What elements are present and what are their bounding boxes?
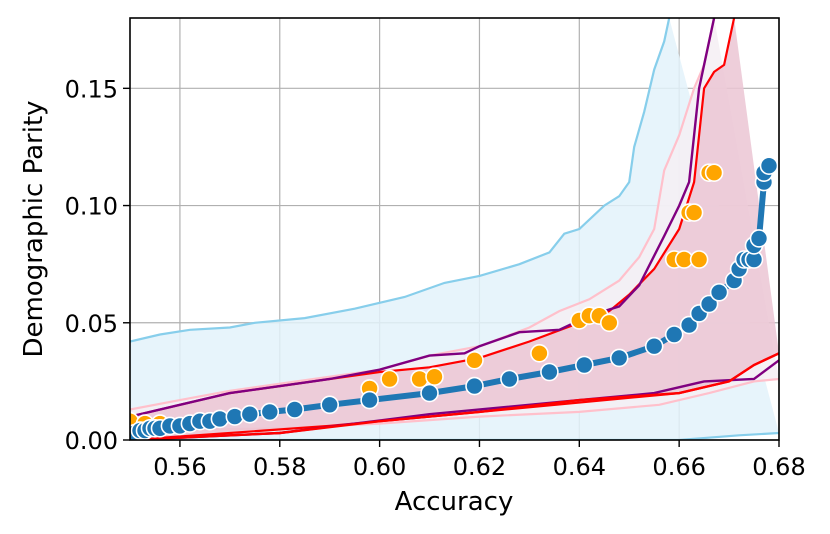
series-1-point-22 <box>574 355 594 375</box>
series-1-point-15 <box>285 400 305 419</box>
series-1-point-12 <box>225 407 245 426</box>
y-axis-ticks: 0.00 0.05 0.10 0.15 <box>65 75 130 455</box>
series-1-point-14 <box>260 402 280 422</box>
series-1-point-18 <box>420 383 439 403</box>
series-1-point-17 <box>360 390 379 410</box>
series-0-point-17 <box>689 250 709 269</box>
x-tick-label-2: 0.60 <box>353 453 406 481</box>
series-0-point-16 <box>684 203 704 222</box>
x-tick-label-6: 0.68 <box>752 453 805 481</box>
x-axis-ticks: 0.56 0.58 0.60 0.62 0.64 0.66 0.68 <box>153 440 806 481</box>
series-1-point-28 <box>699 294 719 314</box>
x-tick-label-1: 0.58 <box>253 453 306 481</box>
x-tick-label-0: 0.56 <box>153 453 206 481</box>
series-1-point-13 <box>240 404 260 424</box>
series-1-point-24 <box>644 336 664 356</box>
plot-frame <box>129 17 780 441</box>
y-tick-label-1: 0.05 <box>65 310 118 338</box>
y-tick-label-3: 0.15 <box>65 75 118 103</box>
y-tick-label-2: 0.10 <box>65 193 118 221</box>
y-axis-title: Demographic Parity <box>19 100 49 357</box>
bound-line-2 <box>130 352 779 440</box>
series-1-point-36 <box>749 229 769 248</box>
y-tick-label-0: 0.00 <box>65 427 118 455</box>
band-fill-2 <box>130 18 779 440</box>
series-1-point-39 <box>759 156 779 175</box>
series-1-point-26 <box>679 315 699 335</box>
series-1-point-23 <box>609 348 629 368</box>
series-0-point-12 <box>599 313 619 333</box>
band-upper-line-1 <box>130 18 716 411</box>
series-0-point-6 <box>425 367 444 387</box>
x-tick-label-5: 0.66 <box>652 453 705 481</box>
x-tick-label-3: 0.62 <box>453 453 506 481</box>
series-1-point-21 <box>540 362 559 382</box>
series-1-point-16 <box>320 395 340 415</box>
band-upper-line-0 <box>130 18 671 343</box>
series-0-point-4 <box>380 369 399 389</box>
x-axis-title: Accuracy <box>395 487 514 517</box>
series-0-point-19 <box>704 163 724 182</box>
series-0-point-7 <box>465 350 484 370</box>
band-lower-line-0 <box>130 431 779 440</box>
series-0-point-8 <box>530 343 549 363</box>
bound-lines <box>130 18 779 440</box>
bound-line-0 <box>130 18 716 418</box>
series-1-point-29 <box>709 282 729 302</box>
series-1-point-20 <box>500 369 519 389</box>
series-1-point-19 <box>465 376 484 396</box>
x-tick-label-4: 0.64 <box>553 453 606 481</box>
data-series <box>130 156 779 440</box>
series-1-point-25 <box>664 325 684 344</box>
